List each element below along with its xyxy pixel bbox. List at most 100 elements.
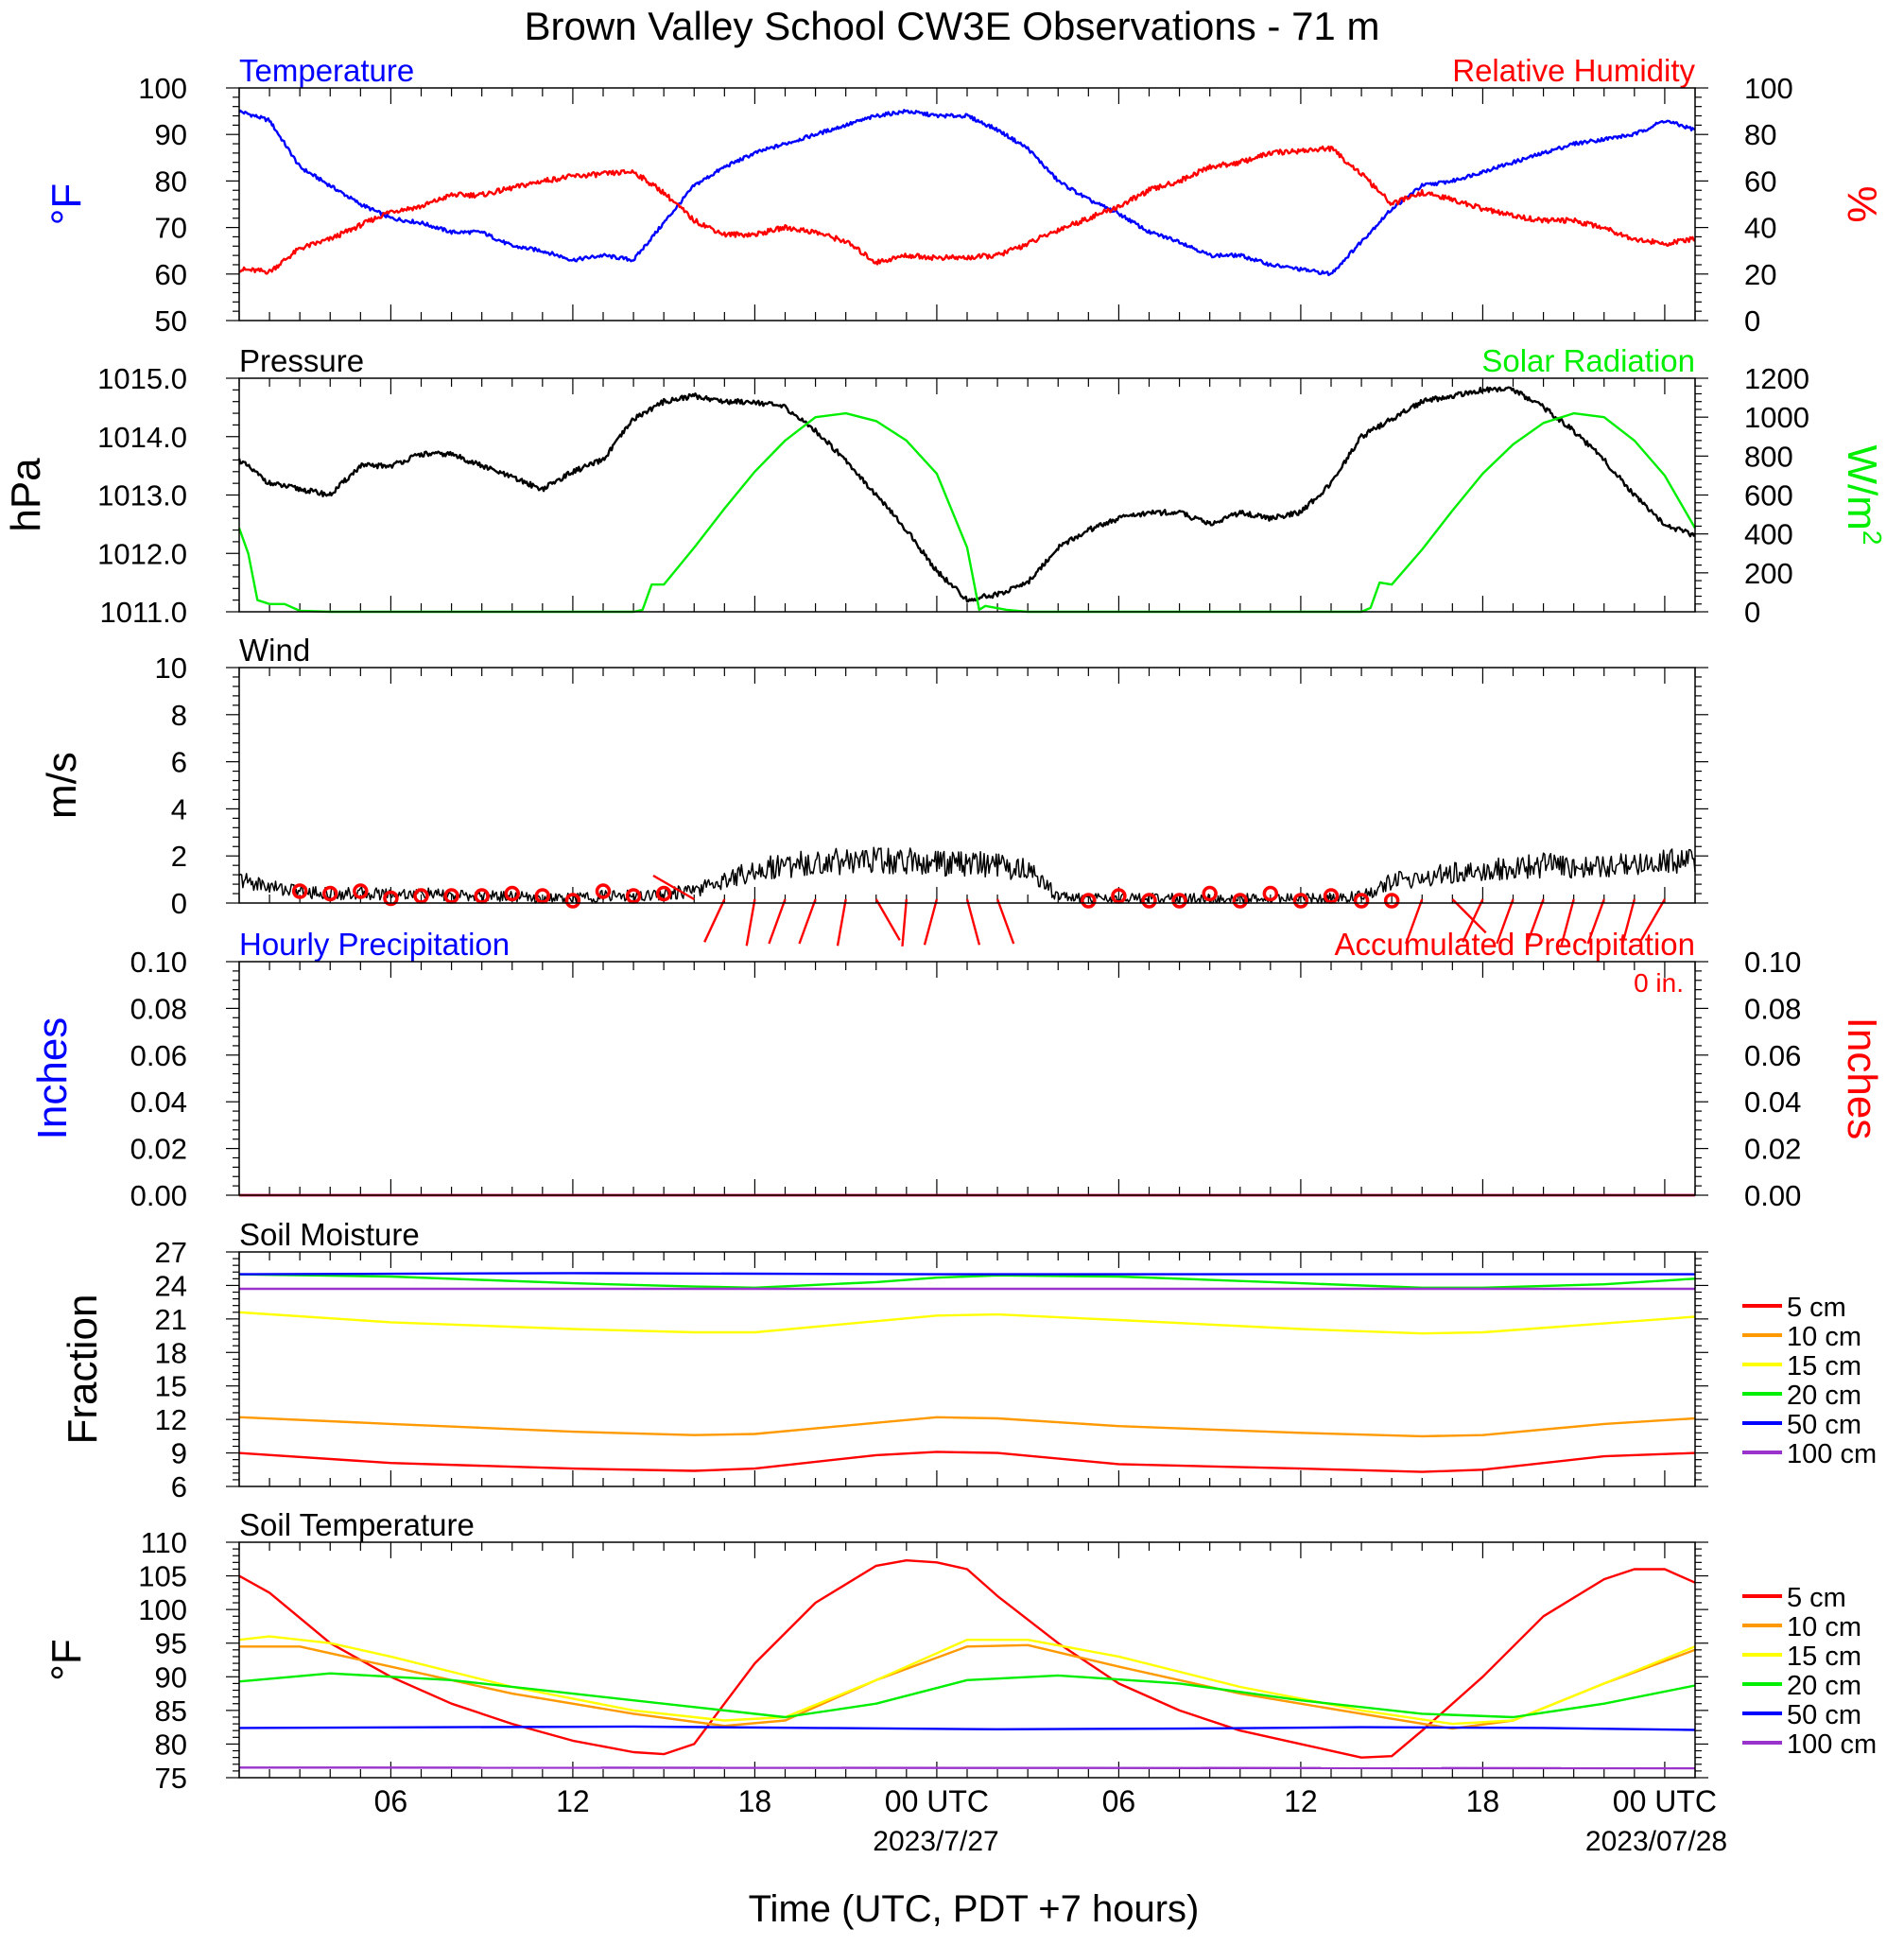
legend-label: 20 cm xyxy=(1787,1381,1861,1411)
y-tick-label-left: 80 xyxy=(155,165,187,198)
y-tick-label-left: 100 xyxy=(138,1593,187,1626)
y-tick-label-right: 1000 xyxy=(1744,401,1809,434)
series-line-left xyxy=(238,109,1696,277)
y-tick-label-right: 0.00 xyxy=(1744,1179,1801,1212)
panel-title-left: Wind xyxy=(239,633,310,668)
series-line-10 cm xyxy=(238,1416,1696,1438)
y-axis-label-left: Fraction xyxy=(60,1294,106,1445)
y-tick-label-right: 0.08 xyxy=(1744,992,1801,1025)
legend-label: 100 cm xyxy=(1787,1729,1877,1760)
series-line-15 cm xyxy=(238,1635,1696,1726)
y-tick-label-right: 400 xyxy=(1744,518,1793,551)
wind-barb-staff xyxy=(995,898,1015,945)
y-tick-label-left: 0 xyxy=(171,887,187,920)
panel-title-right: Solar Radiation xyxy=(1481,343,1695,378)
y-tick-label-left: 75 xyxy=(155,1762,187,1795)
wind-barb-staff xyxy=(965,898,981,946)
wind-barb-staff xyxy=(1405,898,1424,945)
y-tick-label-right: 20 xyxy=(1744,258,1776,291)
y-axis-label-left: m/s xyxy=(39,752,85,819)
panel-title-left: Pressure xyxy=(239,343,364,378)
y-axis-label-left: °F xyxy=(43,183,90,225)
series-line-50 cm xyxy=(238,1272,1695,1276)
wind-barb-staff xyxy=(1496,898,1515,945)
y-tick-label-left: 0.06 xyxy=(130,1039,187,1072)
y-tick-label-left: 60 xyxy=(155,258,187,291)
y-tick-label-right: 0.06 xyxy=(1744,1039,1801,1072)
date-label-1: 2023/7/27 xyxy=(873,1826,998,1857)
panel-wind: 0 2 4 6 8 10 Wind m/s xyxy=(39,633,1708,947)
wind-calm-marker xyxy=(504,885,520,902)
y-tick-label-left: 6 xyxy=(171,1470,187,1503)
wind-calm-marker xyxy=(383,890,399,907)
y-tick-label-left: 0.08 xyxy=(130,992,187,1025)
wind-calm-marker xyxy=(1141,893,1157,909)
tick-marks xyxy=(226,961,1708,1196)
panel-title-right: Accumulated Precipitation xyxy=(1334,927,1695,962)
y-tick-label-left: 1015.0 xyxy=(97,362,187,395)
plot-frame xyxy=(238,377,1696,613)
y-tick-label-left: 1011.0 xyxy=(99,596,187,629)
plot-frame xyxy=(238,1541,1696,1779)
y-tick-label-left: 90 xyxy=(155,118,187,151)
y-tick-label-right: 0.02 xyxy=(1744,1133,1801,1166)
y-tick-label-left: 4 xyxy=(171,792,187,825)
x-tick-label: 12 xyxy=(556,1784,590,1818)
x-tick-label: 06 xyxy=(374,1784,408,1818)
panel-title-left: Hourly Precipitation xyxy=(239,927,510,962)
y-tick-label-left: 8 xyxy=(171,699,187,732)
y-tick-label-left: 80 xyxy=(155,1728,187,1761)
wind-barb-staff xyxy=(798,898,817,945)
y-tick-label-left: 21 xyxy=(155,1303,187,1336)
panel-pressure_solar: 1011.0 1012.0 1013.0 1014.0 1015.0 0 200 400 600… xyxy=(3,343,1887,629)
y-tick-label-right: 60 xyxy=(1744,165,1776,198)
tick-marks xyxy=(226,667,1708,904)
plot-frame xyxy=(238,87,1696,321)
y-tick-label-right: 1200 xyxy=(1744,362,1809,395)
panel-temp_rh: 50 60 70 80 90 100 0 20 40 60 80 100 Temperature Rela… xyxy=(43,53,1885,338)
series-line-20 cm xyxy=(238,1672,1696,1719)
y-axis-label-right-superscript: 2 xyxy=(1858,530,1887,546)
wind-calm-marker xyxy=(534,888,551,904)
y-tick-label-left: 2 xyxy=(171,840,187,873)
y-tick-label-left: 100 xyxy=(138,72,187,105)
y-tick-label-right: 80 xyxy=(1744,118,1776,151)
wind-barb-staff xyxy=(1526,898,1545,945)
x-tick-label: 06 xyxy=(1102,1784,1136,1818)
y-tick-label-right: 0.04 xyxy=(1744,1086,1801,1119)
y-axis-label-left: Inches xyxy=(29,1017,76,1140)
y-tick-label-left: 105 xyxy=(138,1560,187,1593)
wind-barb-staff xyxy=(1639,898,1666,941)
x-tick-label: 18 xyxy=(738,1784,772,1818)
wind-calm-marker xyxy=(1202,885,1218,902)
y-tick-label-right: 200 xyxy=(1744,557,1793,590)
legend-label: 100 cm xyxy=(1787,1439,1877,1469)
x-tick-label: 00 UTC xyxy=(885,1784,989,1818)
y-tick-label-left: 0.00 xyxy=(130,1179,187,1212)
wind-calm-marker xyxy=(655,885,672,902)
series-line-20 cm xyxy=(238,1273,1696,1289)
legend-label: 50 cm xyxy=(1787,1700,1861,1730)
precip-total-label: 0 in. xyxy=(1634,968,1684,998)
y-axis-label-left: hPa xyxy=(3,458,49,532)
wind-calm-marker xyxy=(1081,893,1097,909)
wind-calm-marker xyxy=(1323,888,1340,904)
legend-label: 50 cm xyxy=(1787,1410,1861,1440)
wind-calm-marker xyxy=(1232,893,1248,909)
y-tick-label-left: 85 xyxy=(155,1694,187,1728)
y-tick-label-left: 12 xyxy=(155,1403,187,1436)
wind-barb-staff xyxy=(703,898,726,943)
y-tick-label-left: 27 xyxy=(155,1236,187,1269)
y-tick-label-left: 10 xyxy=(155,652,187,685)
y-axis-label-left: °F xyxy=(43,1639,90,1680)
wind-calm-marker xyxy=(1383,893,1400,909)
series-line-15 cm xyxy=(238,1311,1696,1335)
wind-barb-staff xyxy=(836,898,847,947)
wind-barb-staff xyxy=(923,898,939,946)
legend-label: 10 cm xyxy=(1787,1322,1861,1352)
wind-calm-marker xyxy=(474,888,490,904)
wind-barb-staff xyxy=(901,898,909,947)
wind-calm-marker xyxy=(353,883,369,899)
panel-precip: 0.00 0.02 0.04 0.06 0.08 0.10 0.00 0.02 0.04 0.06… xyxy=(29,927,1885,1212)
x-tick-label: 00 UTC xyxy=(1613,1784,1717,1818)
